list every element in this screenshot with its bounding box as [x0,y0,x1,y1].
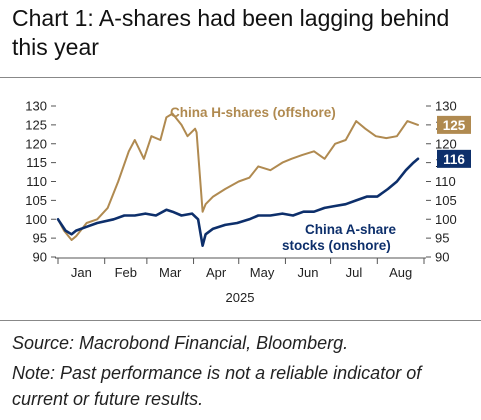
y-tick-label-left-90: 90 [33,250,47,265]
x-tick-label-feb: Feb [115,265,137,280]
y-tick-label-right-90: 90 [435,250,449,265]
y-tick-label-right-120: 120 [435,136,457,151]
y-tick-label-right-105: 105 [435,193,457,208]
a-shares-annotation-line1: China A-share [305,222,397,237]
x-axis: Jan Feb Mar Apr May Jun Jul Aug [55,257,426,280]
y-tick-label-left-125: 125 [25,117,47,132]
y-tick-label-left-110: 110 [26,174,47,189]
x-tick-label-jan: Jan [71,265,92,280]
a-shares-end-label: 116 [443,152,465,167]
y-tick-label-left-105: 105 [25,193,47,208]
series-annotations: China H-shares (offshore) China A-share … [170,105,397,253]
a-shares-end-label-box [437,149,471,168]
y-axis-left: 90 95 100 105 110 115 120 125 130 [25,99,56,265]
y-tick-label-left-130: 130 [25,99,47,114]
y-tick-label-left-115: 115 [26,155,47,170]
end-value-labels: 125 116 [437,115,471,168]
x-tick-label-jul: Jul [346,265,363,280]
h-shares-end-label: 125 [443,118,466,133]
x-tick-label-mar: Mar [159,265,182,280]
series-lines [56,112,420,247]
y-tick-label-right-110: 110 [435,174,456,189]
y-tick-label-right-130: 130 [435,99,457,114]
x-tick-label-aug: Aug [389,265,412,280]
y-tick-label-right-100: 100 [435,212,457,227]
h-shares-end-label-box [437,115,471,134]
x-tick-label-jun: Jun [298,265,319,280]
y-tick-label-left-95: 95 [33,231,47,246]
x-tick-label-may: May [250,265,275,280]
h-shares-annotation: China H-shares (offshore) [170,105,336,120]
a-shares-line [56,157,420,247]
chart-title: Chart 1: A-shares had been lagging behin… [12,5,450,60]
y-tick-label-left-120: 120 [25,136,47,151]
y-tick-label-right-95: 95 [435,231,449,246]
y-tick-label-left-100: 100 [25,212,47,227]
x-tick-label-apr: Apr [206,265,227,280]
x-axis-year-label: 2025 [226,290,255,305]
title-divider [0,77,481,78]
h-shares-line [57,112,419,241]
source-note: Source: Macrobond Financial, Bloomberg. [12,333,349,353]
disclaimer-note: Note: Past performance is not a reliable… [12,363,422,409]
a-shares-annotation-line2: stocks (onshore) [282,238,391,253]
line-chart: 90 95 100 105 110 115 120 125 130 90 95 100 105 110 1… [25,99,471,305]
footer-divider [0,320,481,321]
